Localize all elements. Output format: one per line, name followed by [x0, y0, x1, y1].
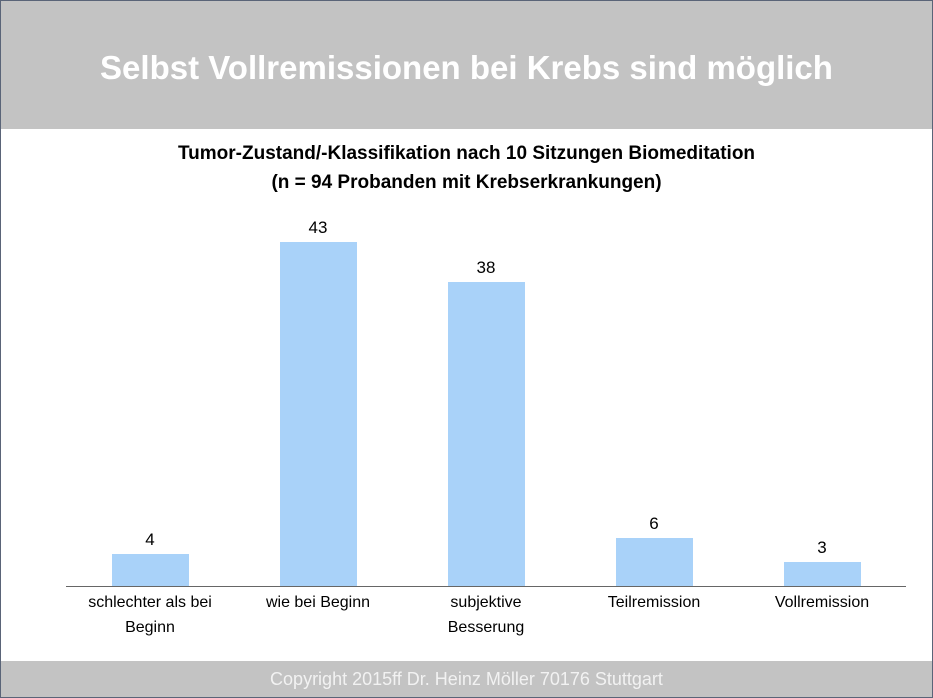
bar [447, 282, 525, 586]
bar [783, 562, 861, 586]
data-label: 6 [649, 514, 659, 533]
bar [615, 538, 693, 586]
x-axis-line [66, 586, 906, 587]
data-label: 43 [308, 218, 328, 237]
x-tick-label: subjektive Besserung [447, 594, 525, 636]
data-label: 38 [476, 258, 496, 277]
data-label: 4 [145, 530, 155, 549]
footer-text: Copyright 2015ff Dr. Heinz Möller 70176 … [270, 669, 663, 689]
x-tick-label: wie bei Beginn [265, 594, 371, 611]
slide-title: Selbst Vollremissionen bei Krebs sind mö… [100, 49, 833, 86]
bar [279, 242, 357, 586]
chart-subtitle: (n = 94 Probanden mit Krebserkrankungen) [271, 172, 662, 193]
plot-area: 4 schlechter als bei Beginn 43 wie bei Begi… [1, 1, 932, 661]
x-tick-label: Vollremission [774, 594, 870, 611]
bar [111, 554, 189, 586]
x-tick-label: schlechter als bei Beginn [88, 594, 212, 636]
chart-title: Tumor-Zustand/-Klassifikation nach 10 Si… [177, 143, 756, 164]
header-band: Selbst Vollremissionen bei Krebs sind mö… [1, 1, 932, 129]
x-tick-label: Teilremission [607, 594, 701, 611]
data-label: 3 [817, 538, 827, 557]
footer-band: Copyright 2015ff Dr. Heinz Möller 70176 … [1, 661, 932, 697]
